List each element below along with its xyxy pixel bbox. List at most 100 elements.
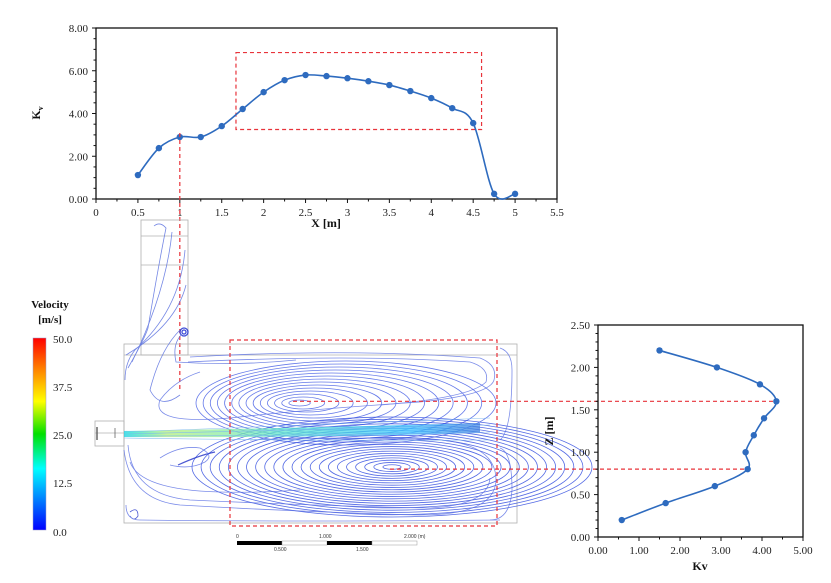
y-tick-label: 1.00 xyxy=(571,447,591,459)
scale-label: 1.500 xyxy=(356,547,369,553)
legend-label: 50.0 xyxy=(53,334,73,346)
streamline xyxy=(373,462,411,472)
cfd-highlight-box xyxy=(229,339,498,527)
y-tick-label: 6.00 xyxy=(69,66,89,78)
legend-color-bar xyxy=(32,337,47,531)
y-tick-label: 0.00 xyxy=(69,194,89,206)
kv-vs-x-chart: 00.511.522.533.544.555.5 0.002.004.006.0… xyxy=(29,23,564,230)
data-point xyxy=(662,499,669,507)
streamline xyxy=(202,363,483,443)
data-point xyxy=(155,144,163,152)
data-point xyxy=(323,72,330,80)
velocity-legend: Velocity [m/s] 50.0 37.5 25.0 12.5 0.0 xyxy=(31,299,72,539)
y-tick-label: 8.00 xyxy=(69,23,89,35)
data-point xyxy=(760,415,768,422)
data-point xyxy=(750,432,757,439)
scale-label: 1.000 xyxy=(319,534,332,540)
legend-title-line1: Velocity xyxy=(31,299,69,311)
cfd-streamline-view xyxy=(94,219,593,524)
streamline xyxy=(337,452,447,482)
x-tick-label: 3.5 xyxy=(382,207,396,219)
streamline xyxy=(318,448,466,486)
x-tick-label: 4 xyxy=(429,207,435,219)
data-point xyxy=(656,347,663,354)
svg-text:Kv: Kv xyxy=(29,106,45,119)
x-tick-label: 2 xyxy=(261,207,267,219)
jet-streamlines xyxy=(123,417,491,441)
x-tick-label: 1.5 xyxy=(215,207,229,219)
legend-label: 12.5 xyxy=(53,478,73,490)
streamline xyxy=(300,443,484,491)
top-x-ticks: 00.511.522.533.544.555.5 xyxy=(93,199,564,219)
top-highlight-box xyxy=(235,51,483,131)
data-point xyxy=(344,75,351,82)
top-y-axis-title: Kv xyxy=(29,106,45,119)
data-point xyxy=(756,381,764,388)
streamline xyxy=(282,439,502,495)
data-point xyxy=(713,364,721,371)
y-tick-label: 2.50 xyxy=(571,320,591,332)
data-point xyxy=(490,190,498,198)
data-point xyxy=(197,133,204,141)
data-point xyxy=(511,190,519,198)
streamline xyxy=(355,457,429,477)
streamline xyxy=(281,396,325,410)
streamline xyxy=(259,387,368,419)
scale-label: 0.500 xyxy=(274,547,287,553)
streamline xyxy=(218,423,566,511)
top-series xyxy=(134,71,519,200)
data-point xyxy=(711,482,719,490)
x-tick-label: 4.5 xyxy=(466,207,480,219)
streamline xyxy=(200,418,584,516)
streamline xyxy=(267,390,354,416)
data-point xyxy=(365,78,372,85)
data-point xyxy=(744,465,751,473)
y-tick-label: 4.00 xyxy=(69,109,89,121)
x-tick-label: 5.5 xyxy=(550,207,564,219)
data-point xyxy=(386,81,393,89)
y-tick-label: 0.00 xyxy=(571,532,591,544)
x-tick-label: 4.00 xyxy=(752,545,772,557)
data-point xyxy=(239,105,246,113)
right-x-axis-title: Kv xyxy=(692,559,707,573)
y-tick-label: 0.50 xyxy=(571,490,591,502)
domain-outline xyxy=(94,219,518,524)
streamline xyxy=(327,450,457,484)
data-point xyxy=(302,71,309,79)
streamline xyxy=(309,446,475,488)
streamline xyxy=(245,381,397,425)
y-tick-label: 1.50 xyxy=(571,405,591,417)
streamline xyxy=(252,384,383,422)
legend-label: 0.0 xyxy=(53,527,67,539)
legend-title-line2: [m/s] xyxy=(38,314,62,326)
data-point xyxy=(469,119,477,127)
data-point xyxy=(218,122,225,130)
right-x-ticks: 0.00 1.00 2.00 3.00 4.00 5.00 xyxy=(588,537,813,557)
x-tick-label: 0 xyxy=(93,207,99,219)
top-y-ticks: 0.00 2.00 4.00 6.00 8.00 xyxy=(69,23,96,206)
streamline xyxy=(364,459,420,475)
data-point xyxy=(260,88,267,96)
legend-label: 37.5 xyxy=(53,382,73,394)
outer-streamlines xyxy=(123,347,513,522)
streamline xyxy=(209,366,468,440)
x-tick-label: 0.00 xyxy=(588,545,608,557)
scale-bar: 0 1.000 2.000 (m) 0.500 1.500 xyxy=(236,534,426,553)
data-point xyxy=(176,133,184,141)
data-point xyxy=(407,87,414,95)
streamline xyxy=(264,434,520,500)
x-tick-label: 3.00 xyxy=(711,545,731,557)
data-point xyxy=(449,104,456,112)
scale-label: 2.000 (m) xyxy=(404,534,426,540)
y-tick-label: 2.00 xyxy=(69,151,89,163)
x-tick-label: 5.00 xyxy=(793,545,813,557)
streamline xyxy=(288,399,311,407)
streamline xyxy=(274,393,340,413)
streamline xyxy=(346,455,438,479)
x-tick-label: 1.00 xyxy=(629,545,649,557)
top-x-axis-title: X [m] xyxy=(311,216,341,230)
right-y-ticks: 0.00 0.50 1.00 1.50 2.00 2.50 xyxy=(571,320,598,544)
chimney-streamlines xyxy=(124,223,297,402)
streamline xyxy=(191,416,593,518)
